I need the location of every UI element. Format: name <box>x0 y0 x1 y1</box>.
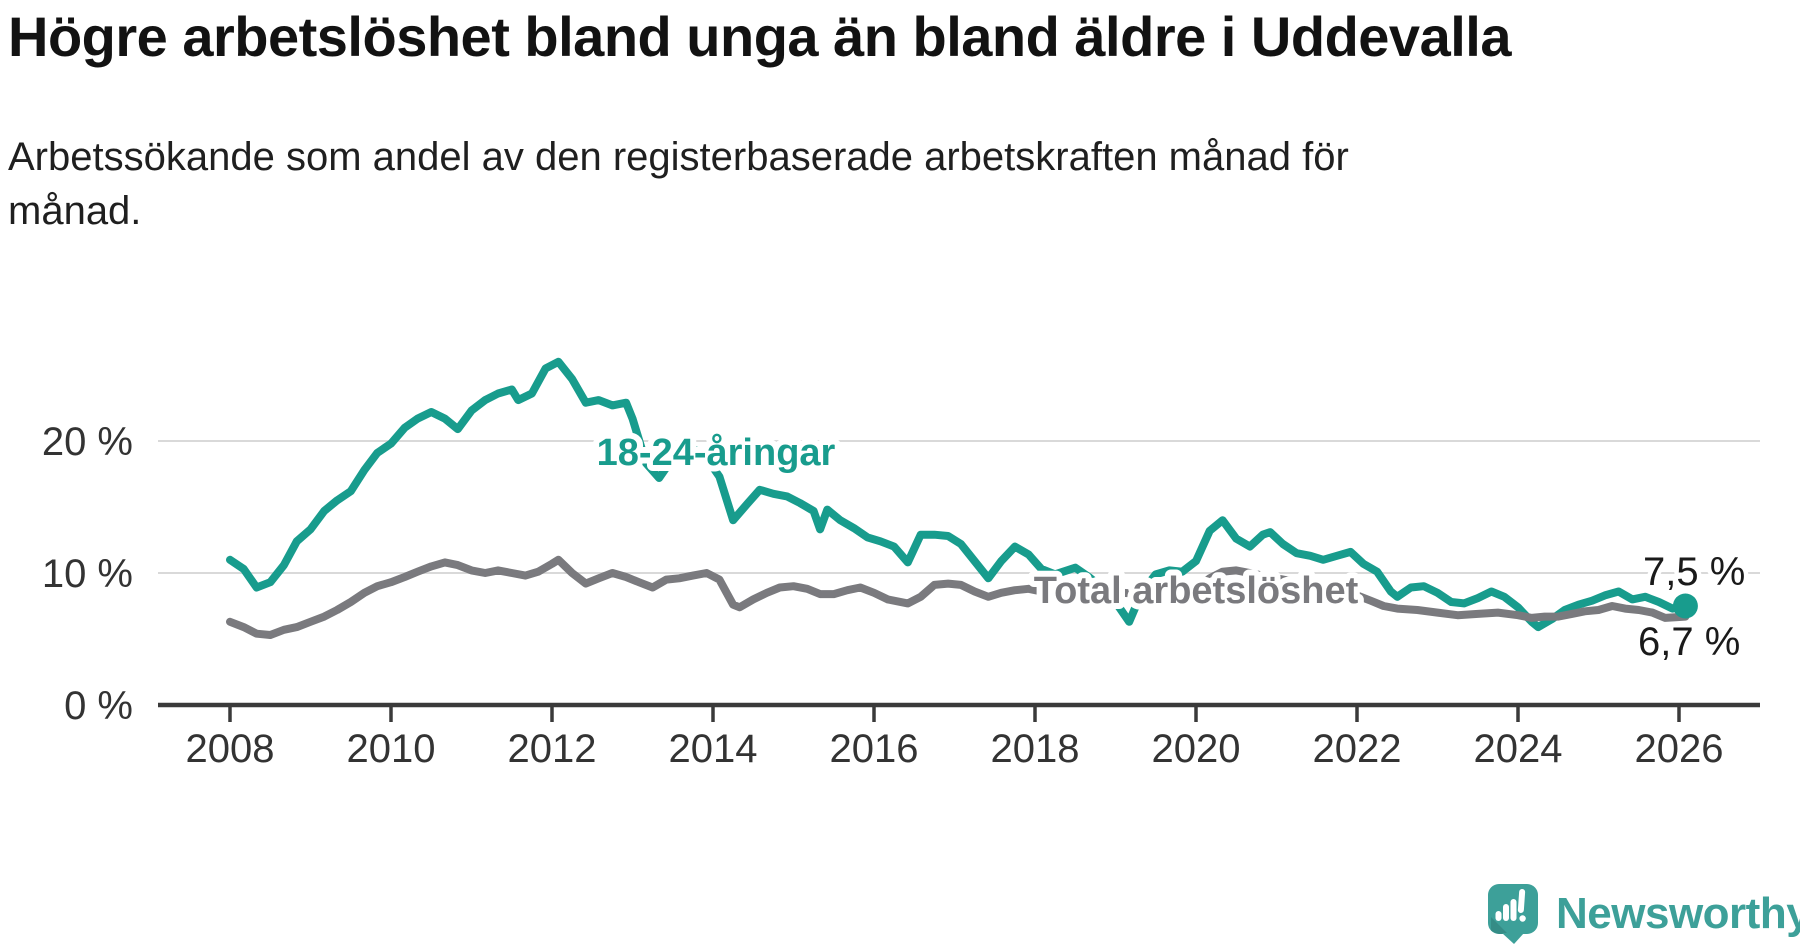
series-line-total <box>226 555 1690 639</box>
x-axis-tick-label: 2024 <box>1474 727 1563 771</box>
series-label-total: Total arbetslöshet <box>1034 570 1359 612</box>
series-line-young <box>226 357 1690 632</box>
x-axis-tick-label: 2022 <box>1313 727 1402 771</box>
y-axis-label: 0 % <box>64 684 133 728</box>
x-axis-tick-label: 2018 <box>991 727 1080 771</box>
newsworthy-logo-icon <box>1488 883 1538 944</box>
end-value-label-young: 7,5 % <box>1643 550 1745 594</box>
latest-value-dot <box>1672 593 1698 619</box>
chart-subtitle: Arbetssökande som andel av den registerb… <box>8 135 1349 233</box>
series-label-young: 18-24-åringar <box>597 432 836 474</box>
chart-plot-area: 0 % 10 % 20 % 2008 2010 2012 2014 2016 2018 2020 2… <box>42 357 1760 771</box>
x-axis-tick-label: 2008 <box>186 727 275 771</box>
x-axis-tick-label: 2020 <box>1152 727 1241 771</box>
x-axis-tick-label: 2016 <box>830 727 919 771</box>
x-axis-tick-label: 2012 <box>508 727 597 771</box>
newsworthy-logo-text: Newsworthy <box>1556 889 1800 938</box>
logo-bars-icon <box>1495 888 1526 922</box>
chart-title: Högre arbetslöshet bland unga än bland ä… <box>8 5 1511 68</box>
y-axis-label: 20 % <box>42 420 133 464</box>
x-axis-tick-label: 2010 <box>347 727 436 771</box>
y-axis-label: 10 % <box>42 552 133 596</box>
end-value-label-total: 6,7 % <box>1638 620 1740 664</box>
x-axis-tick-label: 2026 <box>1635 727 1724 771</box>
newsworthy-logo: Newsworthy <box>1488 883 1800 944</box>
x-axis-tick-label: 2014 <box>669 727 758 771</box>
